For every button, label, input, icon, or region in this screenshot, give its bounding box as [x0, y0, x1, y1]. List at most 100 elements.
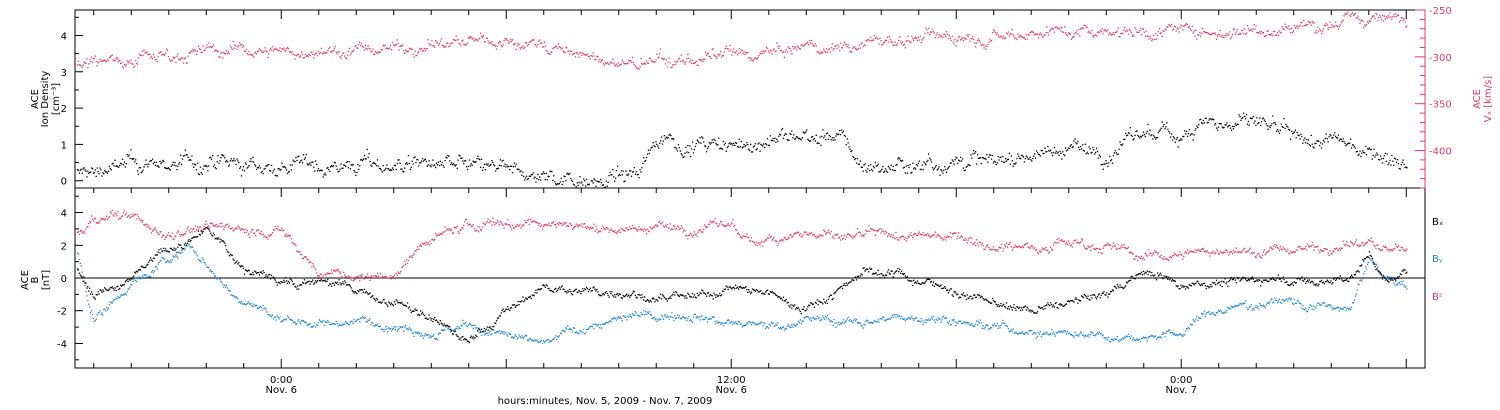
density-point — [899, 158, 901, 160]
vx-point — [343, 52, 345, 54]
by-point — [375, 324, 377, 326]
by-point — [626, 319, 628, 321]
vx-point — [345, 58, 348, 60]
vx-point — [1271, 33, 1273, 35]
vx-point — [904, 47, 906, 49]
vx-point — [1245, 33, 1247, 35]
density-point — [370, 164, 372, 166]
bz-point — [349, 276, 351, 279]
by-point — [1322, 302, 1325, 304]
by-point — [574, 331, 576, 334]
density-point — [780, 129, 783, 131]
vx-point — [279, 47, 281, 49]
density-point — [753, 145, 755, 147]
density-point — [572, 183, 575, 185]
density-point — [592, 182, 594, 184]
bz-point — [412, 254, 414, 256]
density-tick-label: 4 — [61, 31, 67, 42]
by-point — [833, 319, 835, 321]
density-point — [815, 134, 817, 136]
density-point — [290, 169, 292, 171]
bz-point — [118, 218, 120, 220]
bz-point — [180, 235, 182, 237]
density-point — [906, 172, 908, 174]
by-point — [1115, 338, 1117, 340]
density-point — [732, 144, 734, 146]
bz-point — [395, 272, 397, 274]
vx-point — [448, 45, 450, 48]
density-point — [656, 143, 658, 145]
by-point — [944, 317, 946, 320]
density-point — [238, 161, 240, 164]
bz-point — [478, 231, 480, 233]
by-point — [167, 260, 170, 263]
density-point — [580, 182, 582, 184]
density-point — [112, 162, 114, 164]
density-point — [172, 161, 174, 163]
vx-point — [478, 38, 480, 40]
by-point — [533, 340, 535, 342]
density-point — [670, 134, 672, 137]
by-point — [343, 324, 345, 326]
vx-point — [1021, 36, 1024, 38]
by-point — [970, 324, 972, 326]
density-point — [901, 159, 904, 162]
by-point — [994, 325, 996, 327]
by-point — [541, 342, 544, 345]
density-point — [107, 170, 110, 172]
by-point — [464, 323, 466, 325]
by-point — [459, 328, 461, 330]
density-point — [625, 170, 627, 172]
density-point — [1216, 129, 1219, 131]
by-point — [1178, 334, 1180, 336]
by-point — [872, 321, 875, 324]
vx-point — [369, 48, 371, 50]
bz-point — [379, 273, 381, 275]
density-point — [943, 169, 945, 171]
density-point — [705, 151, 708, 153]
by-point — [273, 316, 276, 318]
vx-point — [631, 57, 634, 59]
density-point — [576, 182, 578, 184]
by-point — [172, 255, 174, 257]
vx-point — [672, 64, 674, 66]
density-point — [498, 164, 501, 166]
vx-point — [805, 43, 807, 45]
vx-point — [637, 67, 639, 70]
density-point — [1158, 130, 1160, 132]
density-point — [305, 154, 307, 156]
vx-point — [256, 51, 259, 53]
density-point — [963, 169, 965, 172]
by-point — [885, 320, 887, 322]
bz-point — [104, 219, 106, 221]
vx-point — [394, 44, 396, 46]
by-point — [800, 323, 802, 325]
density-point — [1037, 153, 1040, 155]
vx-point — [78, 64, 81, 66]
density-point — [417, 159, 419, 161]
vx-point — [272, 50, 275, 52]
by-point — [902, 318, 905, 320]
vx-point — [801, 43, 803, 46]
density-point — [858, 163, 860, 165]
density-point — [660, 136, 663, 138]
vx-point — [89, 58, 91, 60]
vx-point — [1155, 32, 1157, 35]
density-point — [1362, 150, 1364, 152]
by-point — [1260, 305, 1263, 307]
density-point — [210, 158, 213, 160]
density-point — [681, 154, 683, 156]
by-point — [733, 321, 735, 323]
vx-point — [926, 29, 928, 31]
by-point — [1139, 338, 1141, 340]
vx-point — [1294, 27, 1296, 29]
vx-point — [1252, 28, 1254, 30]
density-point — [1217, 126, 1220, 128]
by-point — [1346, 307, 1348, 309]
by-point — [657, 318, 659, 321]
by-point — [212, 272, 215, 274]
bz-point — [442, 231, 444, 234]
bz-point — [461, 227, 463, 229]
by-point — [1103, 337, 1105, 339]
vx-point — [755, 58, 757, 60]
